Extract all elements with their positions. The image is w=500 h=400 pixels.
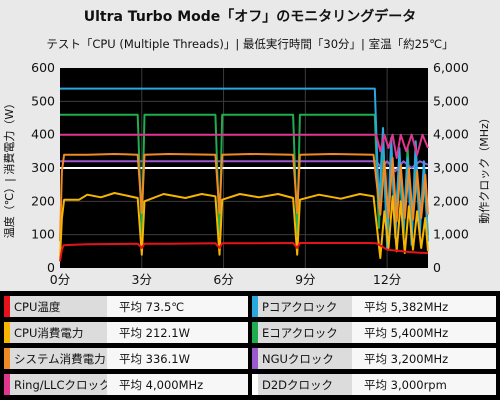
legend-swatch [4, 348, 10, 369]
left-tick-label: 100 [31, 227, 55, 242]
legend-average-value: 平均 5,382MHz [364, 300, 449, 314]
legend-average-value: 平均 212.1W [119, 326, 190, 340]
right-axis-label: 動作クロック（MHz） [477, 112, 491, 224]
right-tick-label: 5,000 [433, 93, 469, 108]
left-tick-label: 600 [31, 60, 55, 75]
legend-series-name: システム消費電力 [14, 352, 106, 366]
legend-item: Ring/LLCクロック 平均 4,000MHz [4, 374, 248, 395]
right-tick-label: 4,000 [433, 127, 469, 142]
legend-average-value: 平均 73.5℃ [119, 300, 185, 314]
legend-item: CPU温度 平均 73.5℃ [4, 296, 248, 317]
x-axis-ticks: 0分 3分 6分 9分 12分 [50, 272, 402, 287]
legend-swatch [4, 296, 10, 317]
legend-swatch [252, 296, 258, 317]
legend-series-name: Ring/LLCクロック [14, 378, 111, 392]
right-tick-label: 3,000 [433, 160, 469, 175]
legend-item: D2Dクロック 平均 3,000rpm [252, 374, 496, 395]
legend-series-name: NGUクロック [262, 352, 334, 366]
series-line-0 [59, 242, 429, 262]
legend-average-value: 平均 3,000rpm [364, 378, 447, 392]
left-axis-ticks: 0 100 200 300 400 500 600 [31, 60, 55, 275]
series-line-2 [59, 153, 429, 242]
x-tick-label: 3分 [132, 272, 152, 287]
left-tick-label: 500 [31, 93, 55, 108]
series-line-3 [60, 133, 429, 159]
legend-average-value: 平均 4,000MHz [119, 378, 204, 392]
left-tick-label: 200 [31, 193, 55, 208]
x-tick-label: 12分 [373, 272, 401, 287]
legend: CPU温度 平均 73.5℃ CPU消費電力 平均 212.1W システム消費電力 平均 … [0, 291, 500, 400]
legend-swatch [4, 374, 10, 395]
legend-item: Pコアクロック 平均 5,382MHz [252, 296, 496, 317]
chart-title: Ultra Turbo Mode「オフ」のモニタリングデータ [83, 9, 417, 25]
legend-item: システム消費電力 平均 336.1W [4, 348, 248, 369]
right-tick-label: 0 [433, 260, 441, 275]
legend-swatch [4, 322, 10, 343]
legend-swatch [252, 374, 258, 395]
left-tick-label: 400 [31, 127, 55, 142]
legend-series-name: CPU温度 [14, 300, 61, 314]
left-axis-label: 温度（℃）| 消費電力（W） [2, 98, 16, 238]
right-tick-label: 6,000 [433, 60, 469, 75]
x-tick-label: 6分 [213, 272, 233, 287]
series-line-1 [59, 192, 429, 259]
legend-swatch [252, 322, 258, 343]
legend-series-name: CPU消費電力 [14, 326, 84, 340]
chart-svg: 0 100 200 300 400 500 600 0 1,000 2,000 3,000 4,00… [2, 60, 491, 287]
legend-average-value: 平均 3,200MHz [364, 352, 449, 366]
left-tick-label: 0 [47, 260, 55, 275]
x-tick-label: 0分 [50, 272, 70, 287]
legend-swatch [252, 348, 258, 369]
legend-series-name: Pコアクロック [262, 300, 338, 314]
legend-average-value: 平均 5,400MHz [364, 326, 449, 340]
legend-series-name: D2Dクロック [262, 378, 334, 392]
right-axis-ticks: 0 1,000 2,000 3,000 4,000 5,000 6,000 [433, 60, 469, 275]
left-tick-label: 300 [31, 160, 55, 175]
legend-item: NGUクロック 平均 3,200MHz [252, 348, 496, 369]
right-tick-label: 2,000 [433, 193, 469, 208]
legend-series-name: Eコアクロック [262, 326, 338, 340]
legend-item: CPU消費電力 平均 212.1W [4, 322, 248, 343]
series-lines [59, 87, 429, 262]
right-tick-label: 1,000 [433, 227, 469, 242]
legend-average-value: 平均 336.1W [119, 352, 190, 366]
x-tick-label: 9分 [295, 272, 315, 287]
legend-item: Eコアクロック 平均 5,400MHz [252, 322, 496, 343]
chart-subtitle: テスト「CPU (Multiple Threads)」| 最低実行時間「30分」… [46, 37, 454, 51]
